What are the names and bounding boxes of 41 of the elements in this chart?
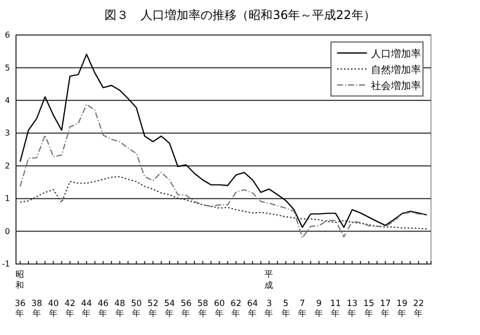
x-tick-label: 9年 [314, 299, 324, 319]
line-series [20, 104, 428, 238]
legend-label: 人口増加率 [371, 48, 421, 60]
x-tick-label: 52年 [148, 299, 158, 319]
x-tick-label: 48年 [114, 299, 126, 319]
y-tick-label: -1 [2, 260, 10, 269]
x-tick-label: 11年 [330, 299, 341, 319]
annotation: 昭和 [16, 269, 25, 291]
x-tick-label: 38年 [31, 299, 42, 319]
line-series [20, 176, 428, 230]
y-tick-label: 4 [4, 96, 10, 105]
x-tick-label: 40年 [48, 299, 59, 319]
x-tick-label: 13年 [346, 299, 358, 319]
x-tick-label: 58年 [197, 299, 208, 319]
y-tick-label: 5 [4, 63, 10, 72]
x-tick-label: 22年 [413, 299, 424, 319]
y-tick-label: 1 [4, 194, 10, 204]
x-tick-label: 15年 [363, 299, 374, 319]
x-tick-label: 54年 [164, 299, 175, 319]
y-tick-label: 2 [4, 161, 10, 170]
y-tick-label: 3 [4, 128, 10, 138]
x-tick-label: 42年 [64, 299, 76, 319]
legend-label: 自然増加率 [371, 64, 421, 76]
x-tick-label: 56年 [180, 299, 192, 319]
x-tick-label: 36年 [14, 299, 26, 319]
x-tick-label: 64年 [247, 299, 258, 319]
x-tick-label: 46年 [98, 299, 109, 319]
x-tick-label: 60年 [214, 299, 225, 319]
chart-title: 図３ 人口増加率の推移（昭和36年～平成22年） [104, 8, 376, 22]
x-tick-label: 5年 [281, 299, 290, 319]
x-tick-label: 17年 [380, 299, 391, 319]
x-tick-label: 19年 [396, 299, 408, 319]
annotation: 平成 [264, 270, 274, 291]
x-tick-label: 50年 [130, 299, 142, 319]
y-tick-label: 6 [4, 30, 10, 40]
y-tick-label: 0 [4, 226, 10, 236]
x-tick-label: 62年 [230, 299, 242, 319]
legend-label: 社会増加率 [371, 80, 421, 92]
x-tick-label: 44年 [81, 299, 92, 319]
x-tick-label: 7年 [298, 299, 307, 319]
x-tick-label: 3年 [264, 299, 274, 319]
